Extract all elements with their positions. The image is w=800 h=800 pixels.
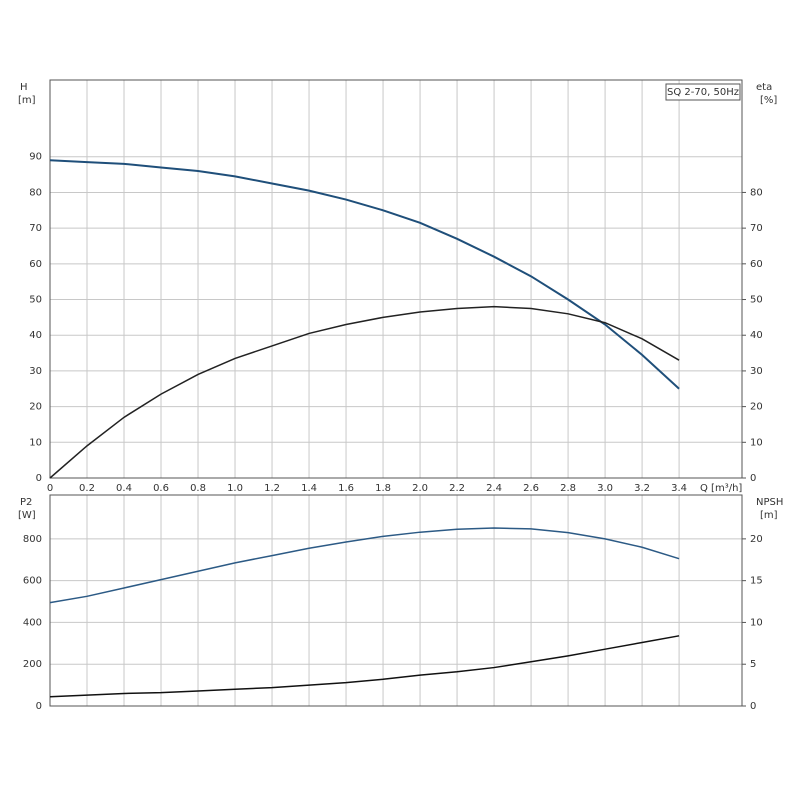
- y2-tick-label: 70: [750, 223, 763, 234]
- y-tick-label: 50: [29, 295, 42, 306]
- y-tick-label: 400: [23, 617, 42, 628]
- x-tick-label: 2.4: [486, 483, 502, 494]
- plot-frame: [49, 79, 743, 479]
- y-tick-label: 60: [29, 259, 42, 270]
- x-tick-label: 1.2: [264, 483, 280, 494]
- y2-tick-label: 50: [750, 295, 763, 306]
- y2-tick-label: 0: [750, 701, 756, 712]
- y-tick-label: 90: [29, 152, 42, 163]
- y-tick-label: 80: [29, 187, 42, 198]
- y2-tick-label: 0: [750, 473, 756, 484]
- x-tick-label: 1.4: [301, 483, 317, 494]
- y-tick-label: 200: [23, 659, 42, 670]
- y2-tick-label: 10: [750, 617, 763, 628]
- x-tick-label: 0.6: [153, 483, 169, 494]
- y2-tick-label: 20: [750, 402, 763, 413]
- x-tick-label: 3.2: [634, 483, 650, 494]
- y-tick-label: 800: [23, 534, 42, 545]
- y-tick-label: 70: [29, 223, 42, 234]
- y2-axis-unit: [m]: [760, 510, 778, 521]
- y-tick-label: 20: [29, 402, 42, 413]
- y-tick-label: 0: [36, 473, 42, 484]
- y-tick-label: 40: [29, 330, 42, 341]
- x-tick-label: 2.2: [449, 483, 465, 494]
- x-tick-label: 1.8: [375, 483, 391, 494]
- y2-tick-label: 15: [750, 576, 763, 587]
- curve: [49, 159, 680, 390]
- y2-tick-label: 20: [750, 534, 763, 545]
- x-tick-label: 2.8: [560, 483, 576, 494]
- y2-tick-label: 40: [750, 330, 763, 341]
- x-tick-label: 3.4: [671, 483, 687, 494]
- y-tick-label: 0: [36, 701, 42, 712]
- y-tick-label: 600: [23, 576, 42, 587]
- y2-tick-label: 5: [750, 659, 756, 670]
- chart-title: SQ 2-70, 50Hz: [667, 87, 739, 98]
- plot-frame: [49, 494, 743, 707]
- title-box: [665, 83, 741, 101]
- y-axis-unit: [W]: [18, 510, 36, 521]
- x-tick-label: 2.0: [412, 483, 428, 494]
- y2-tick-label: 30: [750, 366, 763, 377]
- y2-tick-label: 80: [750, 187, 763, 198]
- curve: [49, 527, 680, 604]
- x-tick-label: 0.8: [190, 483, 206, 494]
- y-axis-unit: [m]: [18, 95, 36, 106]
- y-axis-label: P2: [20, 497, 32, 508]
- curve: [49, 305, 680, 479]
- x-axis-label: Q [m³/h]: [700, 483, 742, 494]
- y2-tick-label: 60: [750, 259, 763, 270]
- x-tick-label: 3.0: [597, 483, 613, 494]
- x-tick-label: 0.4: [116, 483, 132, 494]
- y2-axis-unit: [%]: [760, 95, 777, 106]
- x-tick-label: 0.2: [79, 483, 95, 494]
- y-tick-label: 30: [29, 366, 42, 377]
- x-tick-label: 1.6: [338, 483, 354, 494]
- y2-tick-label: 10: [750, 437, 763, 448]
- x-tick-label: 2.6: [523, 483, 539, 494]
- x-tick-label: 1.0: [227, 483, 243, 494]
- curve: [49, 635, 680, 698]
- x-tick-label: 0: [47, 483, 53, 494]
- y-axis-label: H: [20, 82, 28, 93]
- y-tick-label: 10: [29, 437, 42, 448]
- y2-axis-label: NPSH: [756, 497, 783, 508]
- y2-axis-label: eta: [756, 82, 772, 93]
